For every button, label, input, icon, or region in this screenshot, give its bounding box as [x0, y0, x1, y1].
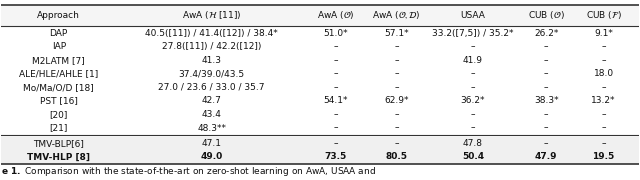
Text: $\bf{e\ 1.}$ Comparison with the state-of-the-art on zero-shot learning on AwA, : $\bf{e\ 1.}$ Comparison with the state-o…: [1, 165, 376, 178]
Text: 40.5([11]) / 41.4([12]) / 38.4*: 40.5([11]) / 41.4([12]) / 38.4*: [145, 28, 278, 37]
Text: 54.1*: 54.1*: [324, 96, 348, 105]
Text: 43.4: 43.4: [202, 110, 221, 119]
Text: 41.3: 41.3: [202, 56, 221, 65]
Text: IAP: IAP: [52, 42, 66, 51]
Text: AwA ($\mathcal{O, D}$): AwA ($\mathcal{O, D}$): [372, 10, 420, 21]
Text: 13.2*: 13.2*: [591, 96, 616, 105]
Text: –: –: [394, 42, 399, 51]
Text: USAA: USAA: [461, 11, 485, 20]
Text: 50.4: 50.4: [462, 152, 484, 161]
Text: 47.8: 47.8: [463, 139, 483, 148]
Text: 42.7: 42.7: [202, 96, 221, 105]
Text: [21]: [21]: [49, 124, 68, 133]
Text: 73.5: 73.5: [325, 152, 347, 161]
Text: –: –: [333, 56, 338, 65]
Text: 49.0: 49.0: [200, 152, 223, 161]
Text: –: –: [470, 124, 475, 133]
Text: –: –: [394, 124, 399, 133]
Text: 27.8([11]) / 42.2([12]): 27.8([11]) / 42.2([12]): [162, 42, 261, 51]
Text: –: –: [544, 110, 548, 119]
Text: 48.3**: 48.3**: [197, 124, 226, 133]
Text: –: –: [394, 69, 399, 78]
Text: M2LATM [7]: M2LATM [7]: [33, 56, 85, 65]
Text: ALE/HLE/AHLE [1]: ALE/HLE/AHLE [1]: [19, 69, 99, 78]
Text: –: –: [333, 124, 338, 133]
Text: –: –: [333, 69, 338, 78]
Text: 26.2*: 26.2*: [534, 28, 559, 37]
Text: –: –: [470, 42, 475, 51]
Text: –: –: [602, 83, 606, 92]
Text: 51.0*: 51.0*: [324, 28, 348, 37]
Text: –: –: [394, 110, 399, 119]
Text: –: –: [394, 139, 399, 148]
Text: TMV-HLP [8]: TMV-HLP [8]: [28, 152, 90, 161]
Text: 33.2([7,5]) / 35.2*: 33.2([7,5]) / 35.2*: [432, 28, 514, 37]
Text: –: –: [544, 124, 548, 133]
Text: 9.1*: 9.1*: [594, 28, 613, 37]
Text: 27.0 / 23.6 / 33.0 / 35.7: 27.0 / 23.6 / 33.0 / 35.7: [159, 83, 265, 92]
Text: 47.1: 47.1: [202, 139, 221, 148]
Text: AwA ($\mathcal{O}$): AwA ($\mathcal{O}$): [317, 10, 355, 21]
Text: DAP: DAP: [50, 28, 68, 37]
Text: –: –: [470, 83, 475, 92]
Text: Approach: Approach: [37, 11, 80, 20]
Text: –: –: [394, 56, 399, 65]
Text: CUB ($\mathcal{O}$): CUB ($\mathcal{O}$): [528, 10, 564, 21]
Text: 37.4/39.0/43.5: 37.4/39.0/43.5: [179, 69, 244, 78]
Text: 62.9*: 62.9*: [384, 96, 409, 105]
Text: –: –: [394, 83, 399, 92]
Text: Mo/Ma/O/D [18]: Mo/Ma/O/D [18]: [24, 83, 94, 92]
Text: [20]: [20]: [49, 110, 68, 119]
Text: –: –: [544, 56, 548, 65]
Text: 36.2*: 36.2*: [461, 96, 485, 105]
Text: –: –: [470, 69, 475, 78]
Text: 19.5: 19.5: [593, 152, 614, 161]
Text: 57.1*: 57.1*: [384, 28, 409, 37]
Bar: [1, 5, 639, 26]
Text: –: –: [544, 83, 548, 92]
Text: –: –: [544, 139, 548, 148]
Text: –: –: [602, 124, 606, 133]
Text: –: –: [333, 42, 338, 51]
Text: –: –: [333, 83, 338, 92]
Bar: [1, 150, 639, 164]
Text: –: –: [544, 42, 548, 51]
Text: AwA ($\mathcal{H}$ [11]): AwA ($\mathcal{H}$ [11]): [182, 10, 241, 21]
Text: –: –: [333, 110, 338, 119]
Bar: [1, 136, 639, 150]
Text: –: –: [333, 139, 338, 148]
Text: 80.5: 80.5: [385, 152, 408, 161]
Text: 41.9: 41.9: [463, 56, 483, 65]
Text: 18.0: 18.0: [593, 69, 614, 78]
Text: –: –: [602, 42, 606, 51]
Text: –: –: [602, 110, 606, 119]
Text: 47.9: 47.9: [535, 152, 557, 161]
Text: –: –: [602, 56, 606, 65]
Text: –: –: [602, 139, 606, 148]
Text: –: –: [544, 69, 548, 78]
Text: –: –: [470, 110, 475, 119]
Text: CUB ($\mathcal{F}$): CUB ($\mathcal{F}$): [586, 10, 621, 21]
Text: 38.3*: 38.3*: [534, 96, 559, 105]
Text: PST [16]: PST [16]: [40, 96, 77, 105]
Text: TMV-BLP[6]: TMV-BLP[6]: [33, 139, 84, 148]
